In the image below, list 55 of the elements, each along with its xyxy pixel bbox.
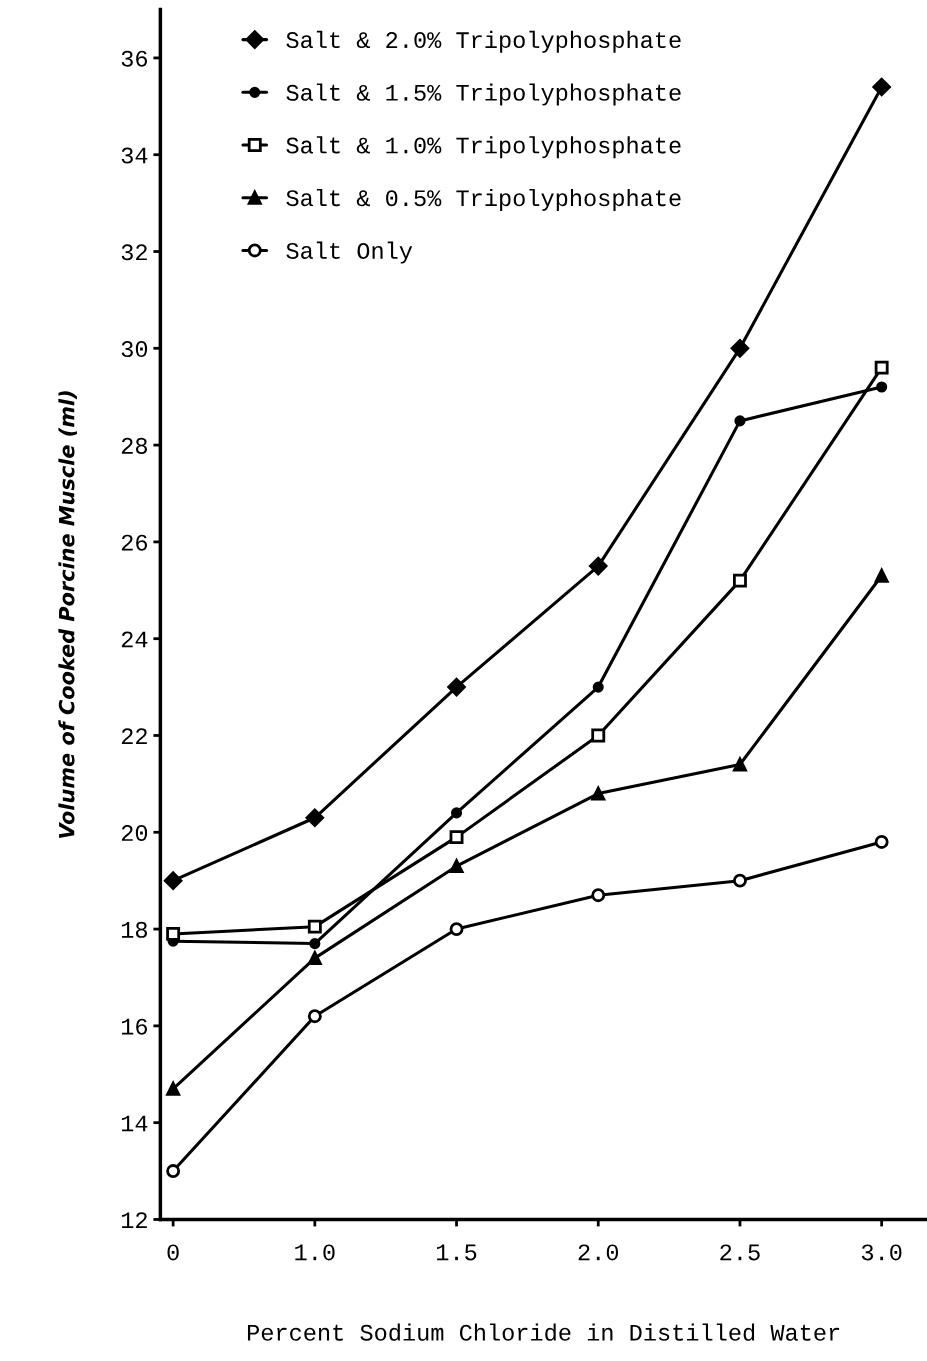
y-tick-label: 28: [121, 437, 148, 454]
y-tick-label: 24: [121, 631, 148, 648]
y-tick-label: 16: [121, 1018, 148, 1035]
point: [309, 938, 321, 950]
y-tick-label: 14: [121, 1115, 148, 1132]
point: [307, 1009, 322, 1024]
legend-label: Salt Only: [286, 241, 413, 264]
point: [876, 381, 888, 393]
point: [591, 888, 606, 903]
point: [591, 786, 606, 801]
point: [734, 415, 746, 427]
x-tick-label: 2.0: [578, 1244, 619, 1261]
y-tick-label: 20: [121, 825, 148, 842]
y-tick-label: 30: [121, 341, 148, 358]
point: [163, 871, 183, 890]
x-tick-label: 0: [167, 1244, 179, 1261]
point: [449, 922, 464, 937]
point: [733, 573, 747, 588]
point: [592, 681, 604, 693]
point: [591, 728, 606, 743]
point: [874, 568, 889, 583]
point: [449, 859, 464, 874]
x-axis-title: Percent Sodium Chloride in Distilled Water: [247, 1323, 840, 1341]
x-tick-label: 1.5: [436, 1244, 477, 1261]
legend-label: Salt & 0.5% Tripolyphosphate: [286, 188, 681, 211]
point: [307, 919, 322, 934]
legend-label: Salt & 1.5% Tripolyphosphate: [286, 83, 681, 106]
point: [730, 339, 750, 358]
point: [874, 835, 889, 849]
point: [307, 951, 322, 966]
y-tick-label: 34: [121, 147, 148, 164]
legend-label: Salt & 2.0% Tripolyphosphate: [286, 30, 681, 53]
y-tick-label: 18: [121, 921, 148, 938]
point: [166, 1164, 181, 1178]
y-tick-label: 22: [121, 728, 147, 745]
point: [305, 808, 325, 828]
x-tick-label: 2.5: [720, 1244, 760, 1261]
legend-label: Salt & 1.0% Tripolyphosphate: [286, 136, 681, 159]
y-tick-label: 36: [121, 50, 148, 67]
point: [872, 77, 891, 97]
point: [449, 830, 464, 845]
point: [450, 807, 463, 819]
y-axis-title: Volume of Cooked Porcine Muscle (ml): [58, 391, 77, 839]
point: [166, 1081, 181, 1096]
point: [166, 926, 181, 941]
y-tick-label: 12: [121, 1212, 147, 1229]
point: [732, 755, 748, 772]
point: [733, 873, 747, 888]
x-tick-label: 3.0: [861, 1244, 902, 1261]
y-tick-label: 26: [121, 534, 148, 551]
point: [588, 556, 608, 576]
point: [874, 360, 889, 375]
x-tick-label: 1.0: [295, 1244, 335, 1261]
y-tick-label: 32: [121, 244, 147, 261]
point: [447, 677, 466, 697]
